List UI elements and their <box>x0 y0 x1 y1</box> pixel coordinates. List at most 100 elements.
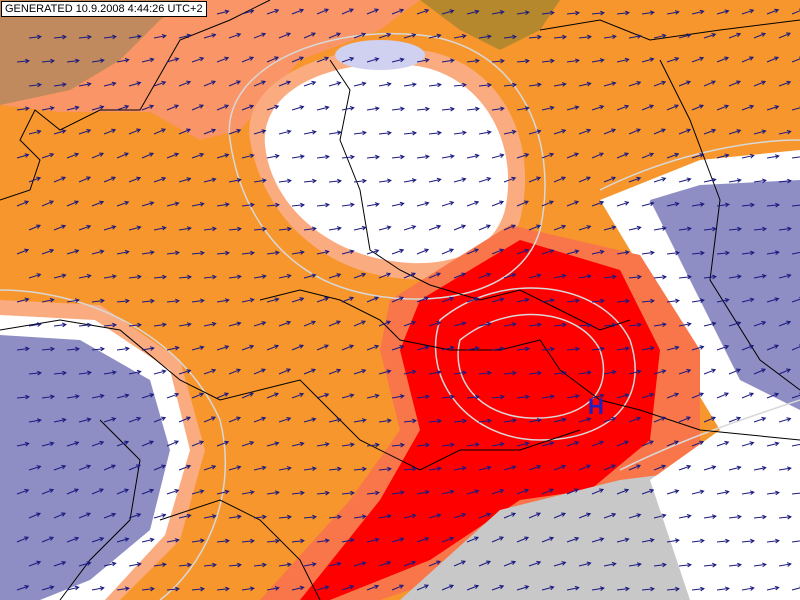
wind-arrow <box>328 320 342 327</box>
zone-lavender <box>335 40 425 70</box>
wind-arrow <box>503 82 517 88</box>
wind-arrow <box>141 537 155 543</box>
wind-arrow <box>178 322 192 327</box>
wind-arrow <box>491 248 505 255</box>
wind-arrow <box>128 369 142 375</box>
wind-arrow <box>228 514 242 520</box>
wind-arrow <box>478 512 492 519</box>
wind-arrow <box>666 440 680 447</box>
wind-arrow <box>378 560 392 567</box>
wind-arrow <box>791 155 800 159</box>
wind-arrow <box>291 56 305 63</box>
wind-arrow <box>441 201 455 207</box>
wind-arrow <box>653 33 667 39</box>
wind-arrow <box>328 130 342 135</box>
wind-arrow <box>391 584 405 591</box>
wind-arrow <box>228 321 242 327</box>
wind-arrow <box>41 106 55 111</box>
wind-arrow <box>553 561 567 567</box>
wind-arrow <box>791 392 800 399</box>
border <box>319 399 581 471</box>
wind-arrow <box>28 34 42 40</box>
wind-arrow <box>641 488 655 495</box>
wind-arrow <box>741 153 755 159</box>
wind-arrow <box>416 201 430 207</box>
wind-arrow <box>166 298 180 304</box>
wind-arrow <box>591 10 605 16</box>
wind-arrow <box>41 248 55 255</box>
wind-arrow <box>316 105 330 111</box>
wind-arrow <box>778 129 792 135</box>
wind-arrow <box>353 130 367 136</box>
wind-arrow <box>453 34 467 39</box>
wind-arrow <box>78 34 92 40</box>
wind-arrow <box>653 80 667 87</box>
wind-arrow <box>291 392 305 399</box>
wind-arrow <box>791 250 800 255</box>
wind-arrow <box>641 201 655 207</box>
wind-arrow <box>416 154 430 160</box>
wind-arrow <box>753 226 767 232</box>
wind-arrow <box>453 177 467 183</box>
wind-arrow <box>191 250 205 256</box>
wind-arrow <box>303 178 317 184</box>
wind-arrow <box>641 57 655 63</box>
wind-arrow <box>666 538 680 543</box>
wind-arrow <box>403 466 417 472</box>
wind-arrow <box>103 370 117 375</box>
wind-arrow <box>491 346 505 352</box>
wind-arrow <box>616 346 630 351</box>
wind-arrow <box>716 489 730 495</box>
wind-arrow <box>416 106 430 112</box>
wind-arrow <box>53 322 67 328</box>
wind-arrow <box>303 417 317 423</box>
wind-arrow <box>566 440 580 447</box>
wind-arrow <box>328 561 342 567</box>
wind-arrow <box>566 298 580 304</box>
generated-stamp: GENERATED 10.9.2008 4:44:26 UTC+2 <box>1 1 207 17</box>
wind-arrow <box>753 368 767 375</box>
wind-arrow <box>503 224 517 231</box>
wind-arrow <box>691 392 705 399</box>
border <box>259 289 800 441</box>
wind-arrow <box>641 345 655 351</box>
wind-arrow <box>291 105 305 111</box>
wind-arrow <box>728 178 742 183</box>
wind-arrow <box>241 392 255 399</box>
wind-arrow <box>341 296 355 303</box>
wind-arrow <box>616 440 630 447</box>
wind-arrow <box>341 56 355 63</box>
wind-arrow <box>78 464 92 471</box>
wind-arrow <box>491 297 505 303</box>
wind-arrow <box>528 273 542 279</box>
wind-arrow <box>466 9 480 15</box>
wind-arrow <box>378 418 392 424</box>
wind-arrow <box>316 56 330 63</box>
wind-arrow <box>728 129 742 135</box>
wind-arrow <box>116 346 130 352</box>
wind-arrow <box>616 537 630 543</box>
wind-arrow <box>116 586 130 592</box>
wind-arrow <box>578 322 592 328</box>
wind-arrow <box>666 298 680 304</box>
wind-arrow <box>753 465 767 471</box>
wind-arrow <box>278 417 292 423</box>
wind-arrow <box>353 81 367 87</box>
wind-arrow <box>291 585 305 591</box>
wind-arrow <box>703 465 717 471</box>
wind-arrow <box>253 368 267 375</box>
wind-arrow <box>253 226 267 232</box>
wind-arrow <box>78 273 92 279</box>
wind-arrow <box>28 465 42 471</box>
pressure-center-label: H <box>588 394 604 419</box>
wind-arrow <box>403 225 417 231</box>
wind-arrow <box>641 537 655 543</box>
wind-arrow <box>366 249 380 255</box>
wind-arrow <box>178 562 192 568</box>
wind-arrow <box>453 466 467 471</box>
wind-arrow <box>128 562 142 567</box>
wind-arrow <box>603 274 617 280</box>
wind-arrow <box>766 297 780 303</box>
wind-arrow <box>753 80 767 87</box>
